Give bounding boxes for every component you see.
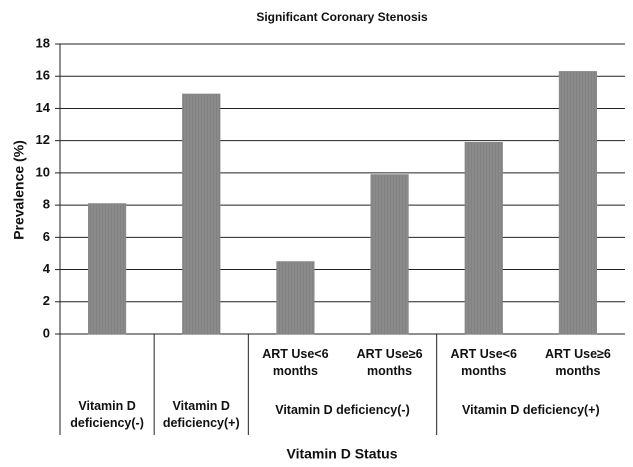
bar — [370, 174, 409, 335]
y-tick-label: 4 — [43, 261, 51, 276]
category-label: Vitamin D deficiency(+) — [461, 403, 600, 417]
bar — [276, 261, 315, 335]
bar — [464, 142, 503, 335]
y-tick-label: 6 — [43, 229, 50, 244]
y-tick-label: 12 — [36, 132, 50, 147]
category-label: Vitamin D deficiency(-) — [70, 399, 144, 430]
category-label: ART Use<6 months — [450, 347, 517, 378]
category-label: ART Use<6 months — [262, 347, 329, 378]
y-tick-label: 16 — [36, 68, 50, 83]
category-label: ART Use≥6 months — [544, 347, 611, 378]
category-label: Vitamin D deficiency(-) — [275, 403, 410, 417]
bar — [558, 71, 597, 335]
category-label: Vitamin D deficiency(+) — [162, 399, 240, 430]
y-tick-label: 2 — [43, 293, 50, 308]
x-axis-label: Vitamin D Status — [287, 446, 398, 462]
chart-title: Significant Coronary Stenosis — [256, 10, 428, 24]
y-tick-label: 8 — [43, 197, 50, 212]
bar — [182, 93, 221, 335]
category-label: ART Use≥6 months — [356, 347, 423, 378]
bar — [88, 203, 127, 335]
y-tick-label: 14 — [36, 100, 51, 115]
y-tick-label: 10 — [36, 164, 50, 179]
y-tick-label: 0 — [43, 325, 50, 340]
y-tick-label: 18 — [36, 35, 50, 50]
y-axis-label: Prevalence (%) — [11, 140, 27, 240]
